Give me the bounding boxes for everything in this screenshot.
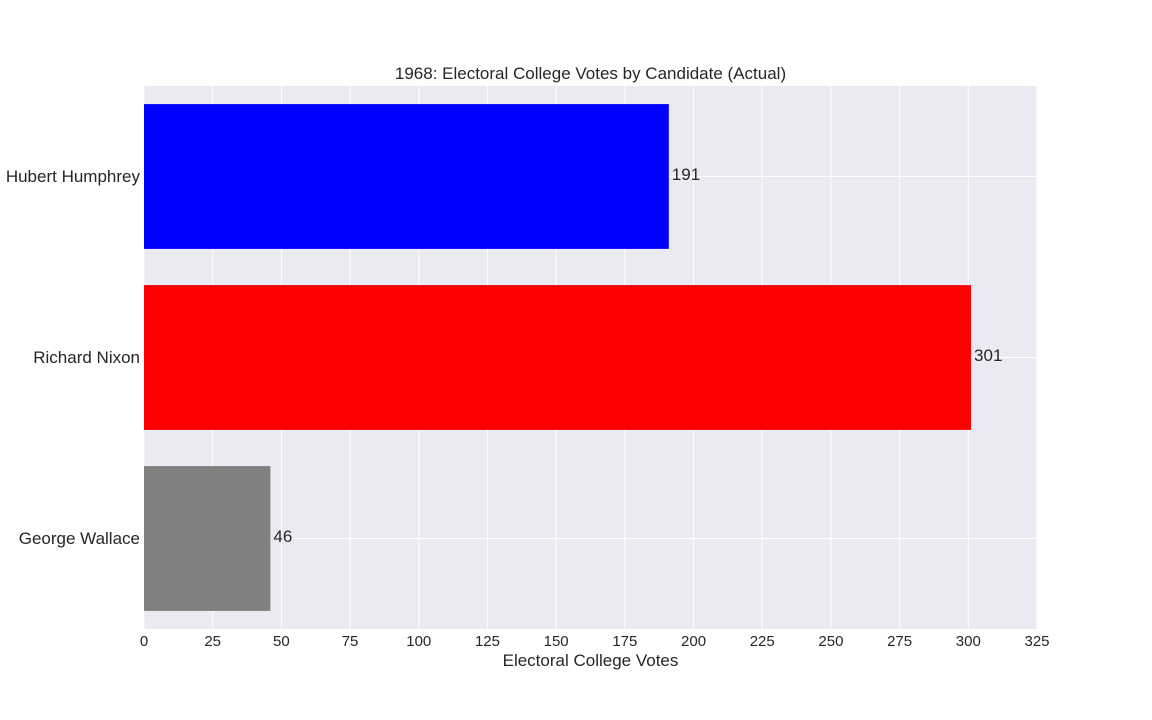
x-tick-label: 75 [342,633,359,650]
x-tick-label: 50 [273,633,290,650]
bar [144,104,669,249]
bar [144,285,972,430]
x-tick-label: 225 [750,633,775,650]
bars [144,104,972,611]
x-axis-label: Electoral College Votes [503,651,679,670]
x-tick-label: 100 [406,633,431,650]
chart-title: 1968: Electoral College Votes by Candida… [395,64,786,83]
x-tick-label: 325 [1024,633,1049,650]
y-tick-label: George Wallace [19,529,140,548]
x-tick-label: 25 [204,633,221,650]
x-tick-label: 250 [818,633,843,650]
x-tick-label: 175 [612,633,637,650]
bar-data-label: 191 [672,165,700,184]
x-tick-label: 150 [544,633,569,650]
x-tick-label: 275 [887,633,912,650]
bar [144,466,271,611]
bar-data-label: 46 [273,527,292,546]
x-tick-label: 200 [681,633,706,650]
bar-data-label: 301 [974,346,1002,365]
x-tick-label: 125 [475,633,500,650]
y-tick-label: Richard Nixon [33,348,140,367]
data-labels: 191 301 46 [273,165,1002,546]
x-tick-label: 0 [140,633,148,650]
y-tick-label: Hubert Humphrey [6,167,141,186]
category-labels: Hubert Humphrey Richard Nixon George Walla… [6,167,141,548]
x-axis-ticks: 0 25 50 75 100 125 150 175 200 225 250 275 300 325 [140,633,1050,650]
x-tick-label: 300 [956,633,981,650]
